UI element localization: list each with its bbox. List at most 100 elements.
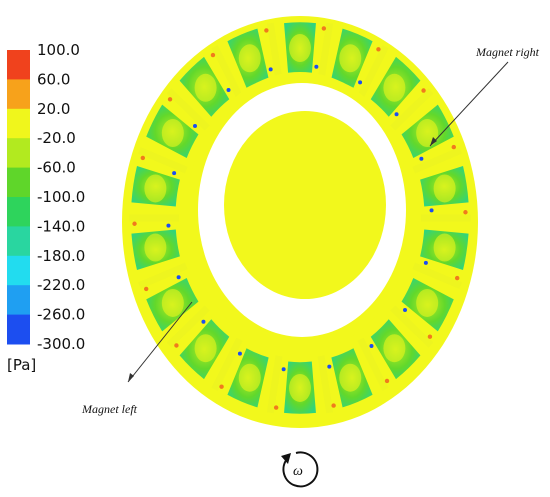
stagnation-spot (132, 221, 137, 226)
color-legend: 100.0 60.0 20.0 -20.0 -60.0 -100.0 -140.0 -180.… (7, 41, 85, 374)
rotation-arrowhead-icon (281, 453, 291, 464)
low-pressure-spot (423, 260, 428, 265)
magnet-left-label: Magnet left (81, 402, 138, 416)
low-pressure-spot (192, 123, 197, 128)
separator-spoke (390, 88, 434, 131)
channel-core-region (194, 73, 217, 102)
stagnation-spot (454, 275, 460, 281)
channel-core-region (383, 334, 406, 363)
legend-units-label: [Pa] (7, 356, 36, 374)
separator-spoke (166, 88, 210, 131)
legend-tick-labels: 100.0 60.0 20.0 -20.0 -60.0 -100.0 -140.0 -180.… (37, 41, 85, 353)
magnet-right-arrowhead (430, 137, 437, 146)
legend-band-9 (7, 314, 30, 345)
separator-spoke (317, 22, 334, 81)
legend-band-4 (7, 167, 30, 198)
legend-band-2 (7, 108, 30, 139)
low-pressure-spot (358, 80, 363, 85)
legend-tick-label: -220.0 (37, 276, 85, 294)
legend-tick-label: -180.0 (37, 247, 85, 265)
separator-spoke (357, 337, 389, 391)
separator-spoke (266, 22, 283, 81)
channel-core-region (238, 44, 261, 73)
legend-tick-label: -20.0 (37, 129, 76, 147)
legend-tick-label: 20.0 (37, 100, 70, 118)
legend-tick-label: -140.0 (37, 217, 85, 235)
magnet-right-arrow-line (429, 61, 509, 147)
low-pressure-spot (281, 367, 286, 372)
legend-band-3 (7, 138, 30, 169)
channel-core-region (144, 174, 167, 203)
channel-core-region (144, 233, 167, 262)
legend-band-6 (7, 226, 30, 257)
stagnation-spot (427, 334, 433, 339)
channel-core-region (433, 174, 456, 203)
low-pressure-spot (176, 275, 181, 280)
separator-spoke (166, 305, 210, 348)
channel-core-region (161, 119, 184, 148)
legend-band-5 (7, 197, 30, 227)
separator-spoke (390, 305, 434, 348)
legend-tick-label: -100.0 (37, 188, 85, 206)
stagnation-spot (384, 378, 390, 384)
magnet-right-annotation: Magnet right (429, 45, 540, 147)
low-pressure-spot (369, 344, 374, 349)
low-pressure-spot (226, 87, 231, 92)
stagnation-spot (451, 144, 456, 150)
channel-core-region (289, 34, 311, 63)
channel-core-region (238, 363, 261, 392)
flow-channels (131, 22, 469, 414)
separator-spoke (266, 355, 283, 414)
low-pressure-spot (268, 67, 273, 72)
magnet-right-label: Magnet right (475, 45, 540, 59)
separator-spoke (412, 262, 462, 289)
low-pressure-spot (403, 308, 408, 313)
stagnation-spot (210, 52, 216, 58)
low-pressure-spot (237, 351, 242, 356)
magnet-left-arrowhead (128, 373, 134, 382)
channel-core-region (289, 373, 311, 402)
stagnation-spot (219, 384, 224, 389)
separator-spoke (138, 147, 188, 174)
channel-core-region (339, 363, 362, 392)
separator-spoke (357, 45, 389, 99)
rotation-arrow-icon (282, 451, 319, 488)
legend-tick-label: 60.0 (37, 70, 70, 88)
omega-symbol: ω (293, 464, 303, 479)
low-pressure-spot (314, 64, 319, 69)
separator-spoke (211, 45, 243, 99)
channel-core-region (416, 119, 439, 148)
legend-color-bar (7, 50, 30, 345)
legend-band-0 (7, 50, 30, 80)
low-pressure-spot (201, 319, 206, 324)
stagnation-spot (463, 210, 468, 215)
legend-band-1 (7, 79, 30, 110)
rotor-contour (122, 16, 478, 428)
magnet-left-annotation: Magnet left (81, 301, 193, 416)
rotation-indicator: ω (281, 451, 319, 488)
stagnation-spot (167, 97, 173, 102)
stagnation-spot (376, 47, 381, 52)
separator-spokes (129, 22, 471, 414)
legend-band-7 (7, 255, 30, 286)
legend-tick-label: -60.0 (37, 159, 76, 177)
low-pressure-spot (327, 364, 332, 369)
low-pressure-spot (172, 171, 177, 176)
stagnation-spot (264, 28, 269, 33)
legend-band-8 (7, 285, 30, 316)
channel-core-region (161, 288, 184, 317)
stagnation-spot (144, 286, 149, 292)
separator-spoke (138, 262, 188, 289)
low-pressure-spot (419, 156, 424, 161)
channel-core-region (383, 73, 406, 102)
magnet-left-arrow-line (127, 301, 193, 383)
channel-core-region (433, 233, 456, 262)
channel-core-region (194, 334, 217, 363)
low-pressure-spot (394, 112, 399, 117)
stagnation-spot (321, 26, 327, 31)
separator-spoke (211, 337, 243, 391)
stagnation-spot (174, 343, 179, 348)
legend-tick-label: 100.0 (37, 41, 80, 59)
legend-tick-label: -260.0 (37, 306, 85, 324)
